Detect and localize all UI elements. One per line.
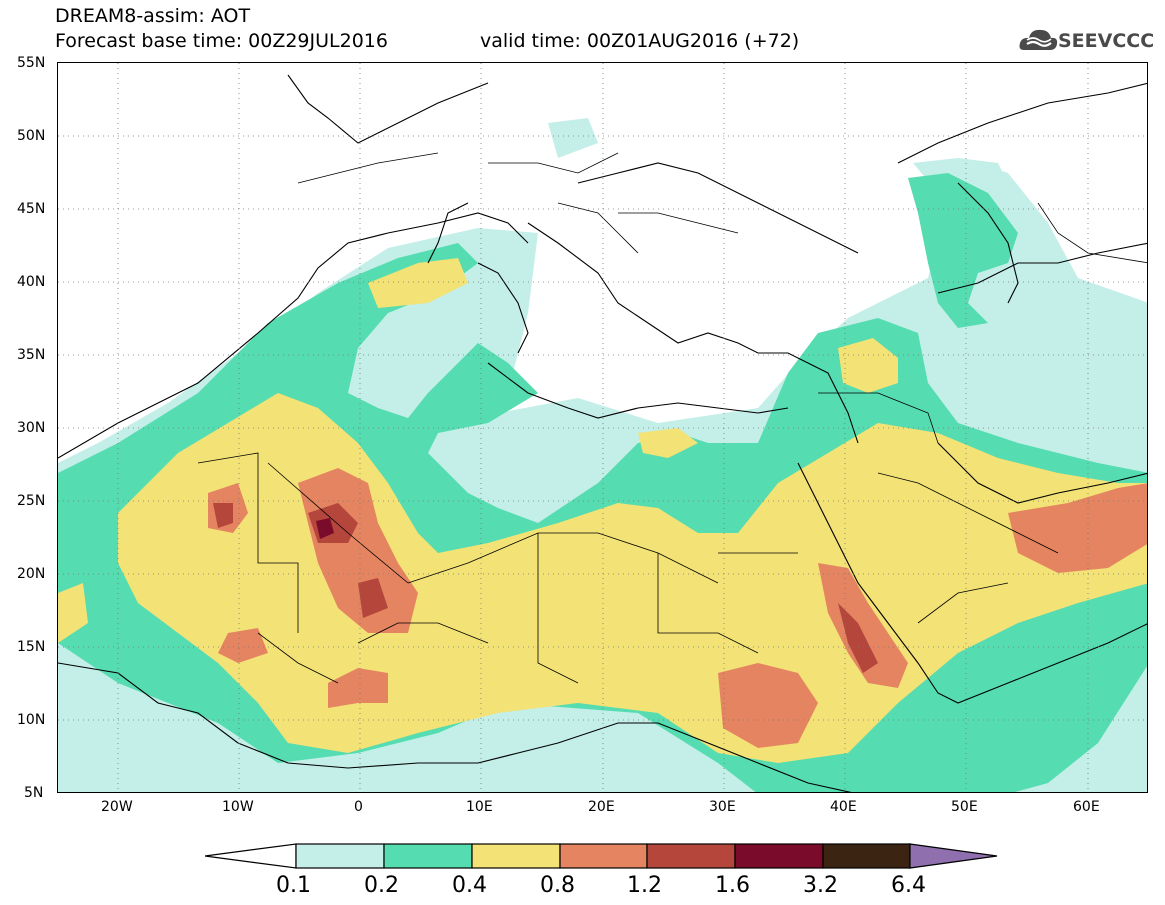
aot-contour-1-6	[316, 518, 334, 539]
logo-text: SEEVCCC	[1058, 30, 1155, 52]
lon-label: 60E	[1073, 799, 1100, 815]
lon-label: 20E	[588, 799, 615, 815]
colorbar	[205, 843, 998, 869]
lon-label: 10E	[466, 799, 493, 815]
lon-label: 50E	[951, 799, 978, 815]
lat-label: 55N	[17, 55, 46, 71]
colorbar-bin	[295, 843, 385, 869]
lon-label: 10W	[222, 799, 254, 815]
lat-label: 25N	[17, 493, 46, 509]
map-panel	[57, 62, 1148, 793]
colorbar-label: 6.4	[891, 873, 926, 898]
lat-label: 15N	[17, 639, 46, 655]
graticule	[58, 63, 1147, 792]
lat-label: 5N	[24, 785, 44, 801]
colorbar-under-arrow	[205, 843, 297, 869]
colorbar-bin	[734, 843, 824, 869]
forecast-base-time: Forecast base time: 00Z29JUL2016	[55, 30, 388, 52]
lon-label: 0	[354, 799, 363, 815]
colorbar-over-arrow	[909, 843, 998, 869]
lon-label: 30E	[709, 799, 736, 815]
lat-label: 50N	[17, 128, 46, 144]
colorbar-bin	[559, 843, 648, 869]
cloud-icon	[1019, 29, 1058, 50]
lon-label: 40E	[830, 799, 857, 815]
map-title: DREAM8-assim: AOT	[55, 5, 251, 27]
colorbar-label: 3.2	[803, 873, 838, 898]
lat-label: 30N	[17, 420, 46, 436]
colorbar-label: 1.6	[715, 873, 750, 898]
colorbar-label: 0.1	[276, 873, 311, 898]
lon-label: 20W	[101, 799, 133, 815]
aot-map	[58, 63, 1147, 792]
colorbar-bin	[646, 843, 736, 869]
colorbar-bin	[383, 843, 473, 869]
colorbar-bin	[822, 843, 911, 869]
colorbar-label: 0.2	[364, 873, 399, 898]
lat-label: 35N	[17, 347, 46, 363]
coastlines	[58, 74, 1147, 792]
colorbar-label: 1.2	[627, 873, 662, 898]
colorbar-label: 0.4	[452, 873, 487, 898]
colorbar-label: 0.8	[540, 873, 575, 898]
valid-time: valid time: 00Z01AUG2016 (+72)	[480, 30, 800, 52]
colorbar-bin	[471, 843, 561, 869]
lat-label: 10N	[17, 712, 46, 728]
lat-label: 20N	[17, 566, 46, 582]
lat-label: 45N	[17, 201, 46, 217]
lat-label: 40N	[17, 274, 46, 290]
